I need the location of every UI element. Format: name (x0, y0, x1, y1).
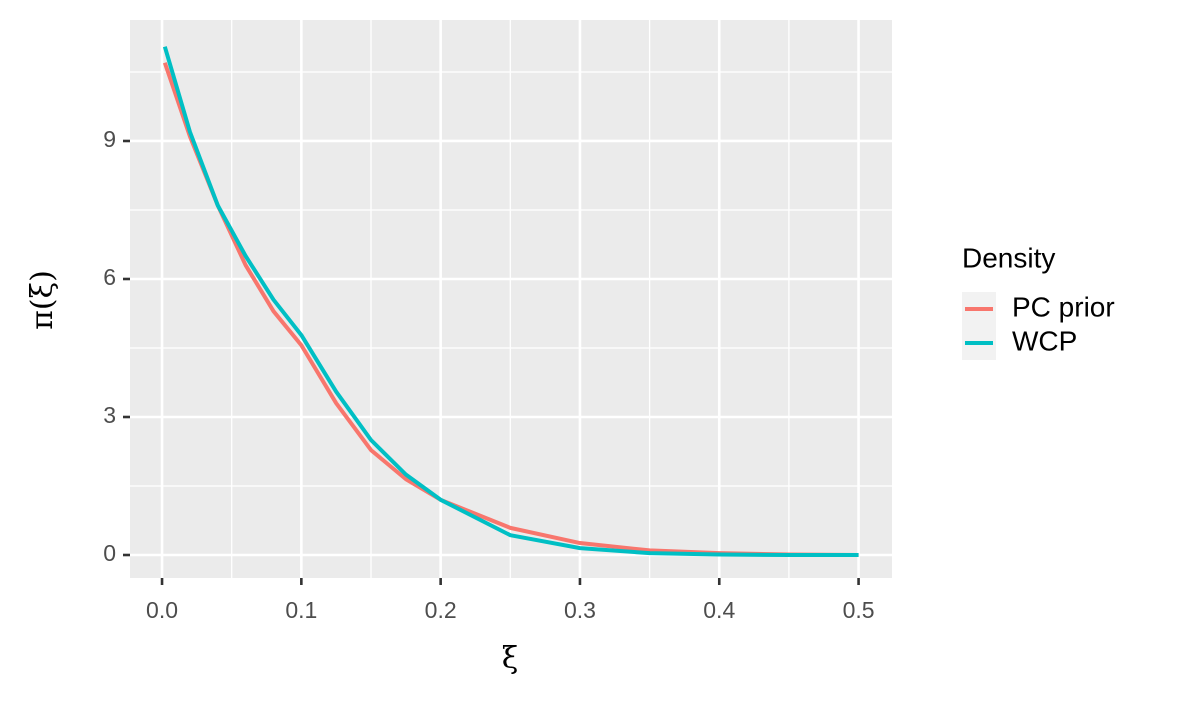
data-line (162, 62, 859, 557)
legend-label: PC prior (1012, 291, 1115, 322)
panel (130, 20, 892, 578)
legend-label: WCP (1012, 325, 1077, 356)
legend-title: Density (962, 242, 1055, 273)
y-tick-label: 3 (103, 402, 116, 428)
x-tick-label: 0.3 (564, 597, 596, 623)
x-tick-label: 0.0 (146, 597, 178, 623)
x-tick-label: 0.5 (843, 597, 875, 623)
lines (162, 46, 859, 557)
y-tick-label: 9 (103, 126, 116, 152)
x-tick-label: 0.1 (285, 597, 317, 623)
x-tick-label: 0.4 (703, 597, 735, 623)
data-line (162, 46, 859, 557)
grid (130, 20, 892, 578)
y-tick-label: 6 (103, 264, 116, 290)
x-axis-title: ξ (502, 641, 519, 676)
y-tick-label: 0 (103, 540, 116, 566)
x-tick-label: 0.2 (425, 597, 457, 623)
y-axis-title: π(ξ) (25, 270, 60, 330)
